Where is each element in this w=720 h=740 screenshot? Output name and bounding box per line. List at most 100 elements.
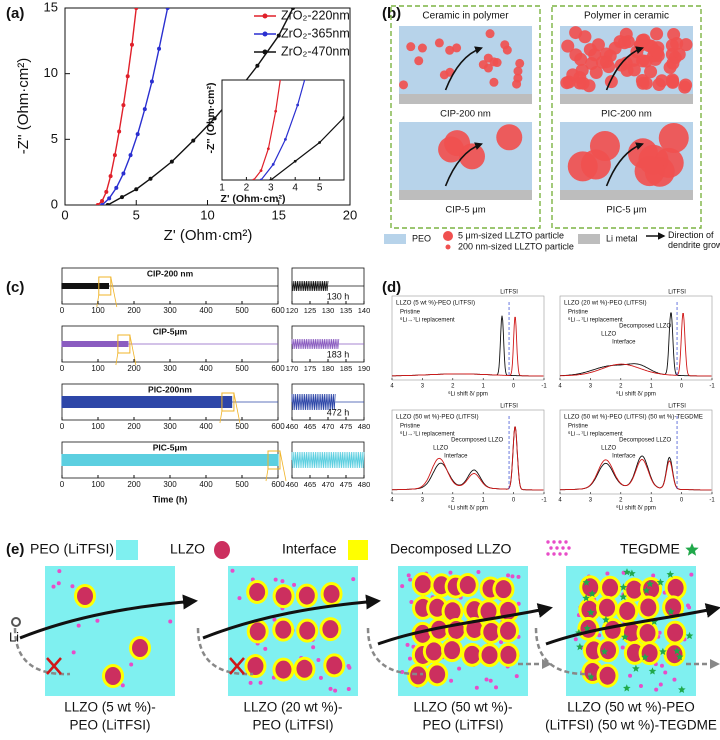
legend-swatch [348,540,368,560]
panel-label: (e) [6,541,24,558]
llzo [665,598,682,617]
llzo [500,645,517,664]
label: Decomposed LLZO [451,438,503,444]
data-point [157,46,162,51]
decomposed [405,642,410,647]
decomposed [333,688,338,693]
label: -Z'' (Ohm·cm²) [205,83,217,154]
label: LiTFSI [668,404,686,410]
label: LLZO (50 wt %)-PEO (LiTFSI) (50 wt %)-TE… [564,414,703,421]
llzo [247,657,264,676]
dot [552,540,556,544]
label: 2 [619,498,623,504]
label: 5 [317,183,323,194]
legend-line-text: Direction of [668,230,714,240]
decomposed [230,568,235,573]
particle [666,56,680,70]
data-point [291,8,295,10]
label: PIC-200 nm [601,109,652,120]
inset-point [308,60,311,63]
inset-point [259,169,263,173]
decomposed [516,574,521,579]
inset-frame [221,79,345,181]
label: CIP-5μm [153,326,188,336]
particle [569,26,583,40]
label: Li [9,629,19,644]
particle [445,45,455,55]
dot [564,540,568,544]
llzo [249,582,266,601]
tegdme [576,643,584,651]
label: LLZO [601,332,616,338]
decomposed [351,577,356,582]
label: 470 [322,480,335,489]
dot [552,552,556,556]
label: 180 [322,364,335,373]
decomposed [71,650,76,655]
decomposed [638,684,643,689]
decomposed [658,682,663,687]
label: 175 [304,364,317,373]
particle [650,45,664,59]
decomposed [168,619,173,624]
tegdme [587,672,595,681]
legend-swatch [445,244,451,250]
legend-swatch [116,540,138,560]
data-point [134,8,139,10]
label: -1 [541,384,547,390]
label: 15 [44,0,58,14]
data-point [125,74,130,79]
llzo [275,587,292,606]
tegdme [659,647,667,655]
label: LLZO (50 wt %)-PEO [567,700,695,715]
label: Interface [612,454,636,460]
label: ⁶Li shift δ/ ppm [616,391,656,398]
llzo [481,646,498,665]
label: 600 [271,364,285,373]
label: Pristine [400,424,421,430]
tegdme [623,684,631,692]
voltage-trace [61,283,109,289]
decomposed [514,674,519,679]
tegdme [602,615,610,624]
tegdme [588,589,596,597]
label: 480 [358,480,371,489]
tegdme [646,580,654,588]
decomposed [448,570,453,575]
panel-label: (c) [6,279,24,296]
inset-point [284,137,287,141]
tegdme [582,594,590,602]
label: ⁶Li shift δ/ ppm [448,505,488,512]
label: Li metal [606,233,638,243]
decomposed [311,645,316,650]
label: PIC-5 μm [606,205,646,216]
llzo [602,578,619,597]
data-point [120,195,124,200]
nmr-spectrum [392,316,544,377]
legend-entry: ZrO₂-220nm [281,8,350,22]
tegdme [623,568,631,576]
label: LLZO [433,446,448,452]
data-point [165,8,170,10]
zoom-box [221,392,235,412]
decomposed [400,669,405,674]
li-metal [560,94,693,104]
li-path [19,594,198,640]
label: 15 [272,207,286,222]
particle [561,39,575,53]
particle [496,124,523,151]
label: Z' (Ohm·cm²) [164,227,253,244]
label: 0 [60,364,65,373]
decomposed [273,577,278,582]
inset-point [379,75,382,78]
label: 465 [304,422,317,431]
llzo [466,619,483,638]
particle [589,130,620,161]
decomposed [516,601,521,606]
tegdme [587,608,595,616]
label: 170 [286,364,299,373]
data-point [100,199,105,204]
label: CIP-200 nm [147,268,194,278]
particle [574,52,588,66]
decomposed [51,584,56,589]
